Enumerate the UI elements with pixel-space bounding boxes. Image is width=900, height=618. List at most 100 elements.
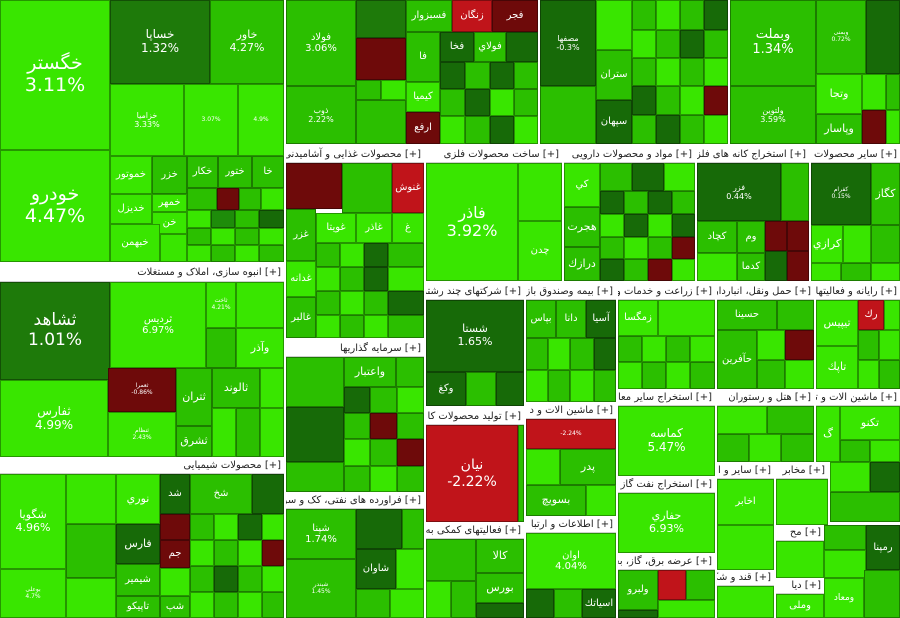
stock-tile-tipis[interactable]: تيپيس <box>816 300 858 346</box>
stock-tile[interactable] <box>465 62 490 89</box>
stock-tile[interactable] <box>340 267 364 291</box>
stock-tile[interactable] <box>286 163 342 209</box>
stock-tile-hejrat[interactable]: هجرت <box>564 207 600 247</box>
stock-tile[interactable] <box>490 116 514 144</box>
stock-tile-chdan[interactable]: چدن <box>518 221 562 281</box>
stock-tile[interactable] <box>658 600 715 618</box>
stock-tile[interactable] <box>388 267 424 291</box>
stock-tile[interactable] <box>841 263 871 281</box>
stock-tile-kdama[interactable]: كدما <box>737 253 765 281</box>
stock-tile[interactable] <box>870 440 900 462</box>
stock-tile[interactable] <box>642 336 666 362</box>
stock-tile[interactable] <box>749 434 781 462</box>
stock-tile-ghazar[interactable]: غاذر <box>356 213 392 243</box>
stock-tile[interactable] <box>600 237 624 259</box>
stock-tile[interactable] <box>381 80 406 100</box>
stock-tile-ghdane[interactable]: غدانه <box>286 261 316 297</box>
stock-tile-ghzar[interactable]: غزر <box>286 209 316 261</box>
stock-tile[interactable] <box>879 360 900 389</box>
stock-tile[interactable] <box>238 514 262 540</box>
stock-tile-khbahman[interactable]: خبهمن <box>110 224 160 262</box>
stock-tile-shimir[interactable]: شيمير <box>116 564 160 596</box>
stock-tile[interactable] <box>370 413 397 439</box>
stock-tile[interactable] <box>690 336 715 362</box>
stock-tile-shkh[interactable]: شخ <box>190 474 252 514</box>
stock-tile-khzar[interactable]: خزر <box>152 156 187 194</box>
stock-tile[interactable] <box>160 514 190 540</box>
stock-tile-tapak[interactable]: تاپك <box>816 346 858 389</box>
stock-tile[interactable] <box>344 466 370 492</box>
stock-tile[interactable] <box>426 539 476 581</box>
stock-tile[interactable] <box>594 370 616 402</box>
stock-tile-boors[interactable]: بورس <box>476 573 524 603</box>
stock-tile-sshargh[interactable]: ثشرق <box>176 426 212 457</box>
stock-tile-fajr[interactable]: فجر <box>492 0 538 32</box>
stock-tile-khsapa[interactable]: خساپا 1.32% <box>110 0 210 84</box>
stock-tile[interactable] <box>238 566 262 592</box>
stock-tile[interactable] <box>686 570 715 600</box>
stock-tile[interactable] <box>672 214 695 237</box>
stock-tile[interactable] <box>388 315 424 338</box>
stock-tile[interactable] <box>239 188 261 210</box>
stock-tile[interactable] <box>830 492 900 522</box>
stock-tile[interactable] <box>777 300 814 330</box>
stock-tile-sepahan[interactable]: سپهان <box>596 100 632 144</box>
stock-tile-vom[interactable]: وم <box>737 221 765 253</box>
stock-tile-ghnoosh[interactable]: غنوش <box>392 163 424 213</box>
sector-header-insurance[interactable]: [+] بیمه وصندوق باز <box>526 283 616 300</box>
stock-tile[interactable] <box>570 370 594 402</box>
stock-tile[interactable] <box>600 214 624 237</box>
sector-header-product-manufacturing[interactable]: [+] تولید محصولات کا <box>426 408 524 425</box>
stock-tile[interactable] <box>666 362 690 389</box>
stock-tile-kchad[interactable]: كچاد <box>697 221 737 253</box>
stock-tile[interactable] <box>870 462 900 492</box>
stock-tile[interactable] <box>717 434 749 462</box>
stock-tile[interactable] <box>824 550 866 578</box>
stock-tile-stran[interactable]: ثتران <box>176 368 212 426</box>
stock-tile[interactable] <box>236 408 260 457</box>
stock-tile[interactable] <box>397 439 424 466</box>
stock-tile[interactable] <box>765 251 787 281</box>
stock-tile-khmehr[interactable]: خمهر <box>152 194 187 212</box>
sector-header-telecom[interactable]: [+] مخابر <box>776 462 828 479</box>
stock-tile-foolad[interactable]: فولاد 3.06% <box>286 0 356 86</box>
stock-tile[interactable] <box>506 32 538 62</box>
stock-tile[interactable] <box>160 568 190 596</box>
stock-tile-vkogh[interactable]: وكغ <box>426 372 466 406</box>
stock-tile-nian[interactable]: نيان -2.22% <box>426 425 518 522</box>
stock-tile[interactable] <box>262 592 284 618</box>
sector-header-investments[interactable]: [+] سرمایه گذاریها <box>286 340 424 357</box>
stock-tile-fars[interactable]: فارس <box>116 524 160 564</box>
stock-tile[interactable] <box>632 58 656 86</box>
stock-tile[interactable] <box>214 514 238 540</box>
stock-tile[interactable] <box>238 592 262 618</box>
stock-tile[interactable] <box>680 86 704 115</box>
stock-tile-bpas[interactable]: بپاس <box>526 300 556 338</box>
stock-tile[interactable] <box>518 425 524 522</box>
stock-tile-snezam[interactable]: ثنظام 2.43% <box>108 412 176 457</box>
stock-tile[interactable] <box>717 525 774 570</box>
stock-tile[interactable] <box>476 603 524 618</box>
stock-tile-sakht[interactable]: ثاخت 4.21% <box>206 282 236 328</box>
stock-tile-vbmani[interactable] <box>866 0 900 74</box>
stock-tile[interactable] <box>648 259 672 281</box>
stock-tile-asia[interactable]: آسيا <box>586 300 616 338</box>
stock-tile[interactable] <box>370 466 397 492</box>
stock-tile[interactable] <box>252 474 284 514</box>
stock-tile[interactable] <box>160 234 187 262</box>
stock-tile[interactable] <box>767 406 814 434</box>
stock-tile[interactable] <box>316 315 340 338</box>
stock-tile[interactable] <box>757 330 785 360</box>
stock-tile[interactable] <box>356 589 390 618</box>
stock-tile-kh1[interactable]: 3.07% <box>184 84 238 156</box>
stock-tile-khkar[interactable]: خكار <box>187 156 218 188</box>
stock-tile[interactable] <box>765 221 787 251</box>
stock-tile[interactable] <box>211 210 235 228</box>
sector-header-other-services[interactable]: [+] سایر و ا <box>717 462 774 479</box>
stock-tile[interactable] <box>704 30 728 58</box>
stock-tile-g[interactable]: گ <box>816 406 840 462</box>
stock-tile[interactable] <box>624 259 648 281</box>
stock-tile[interactable] <box>596 0 632 50</box>
stock-tile[interactable] <box>600 259 624 281</box>
stock-tile[interactable] <box>697 253 737 281</box>
